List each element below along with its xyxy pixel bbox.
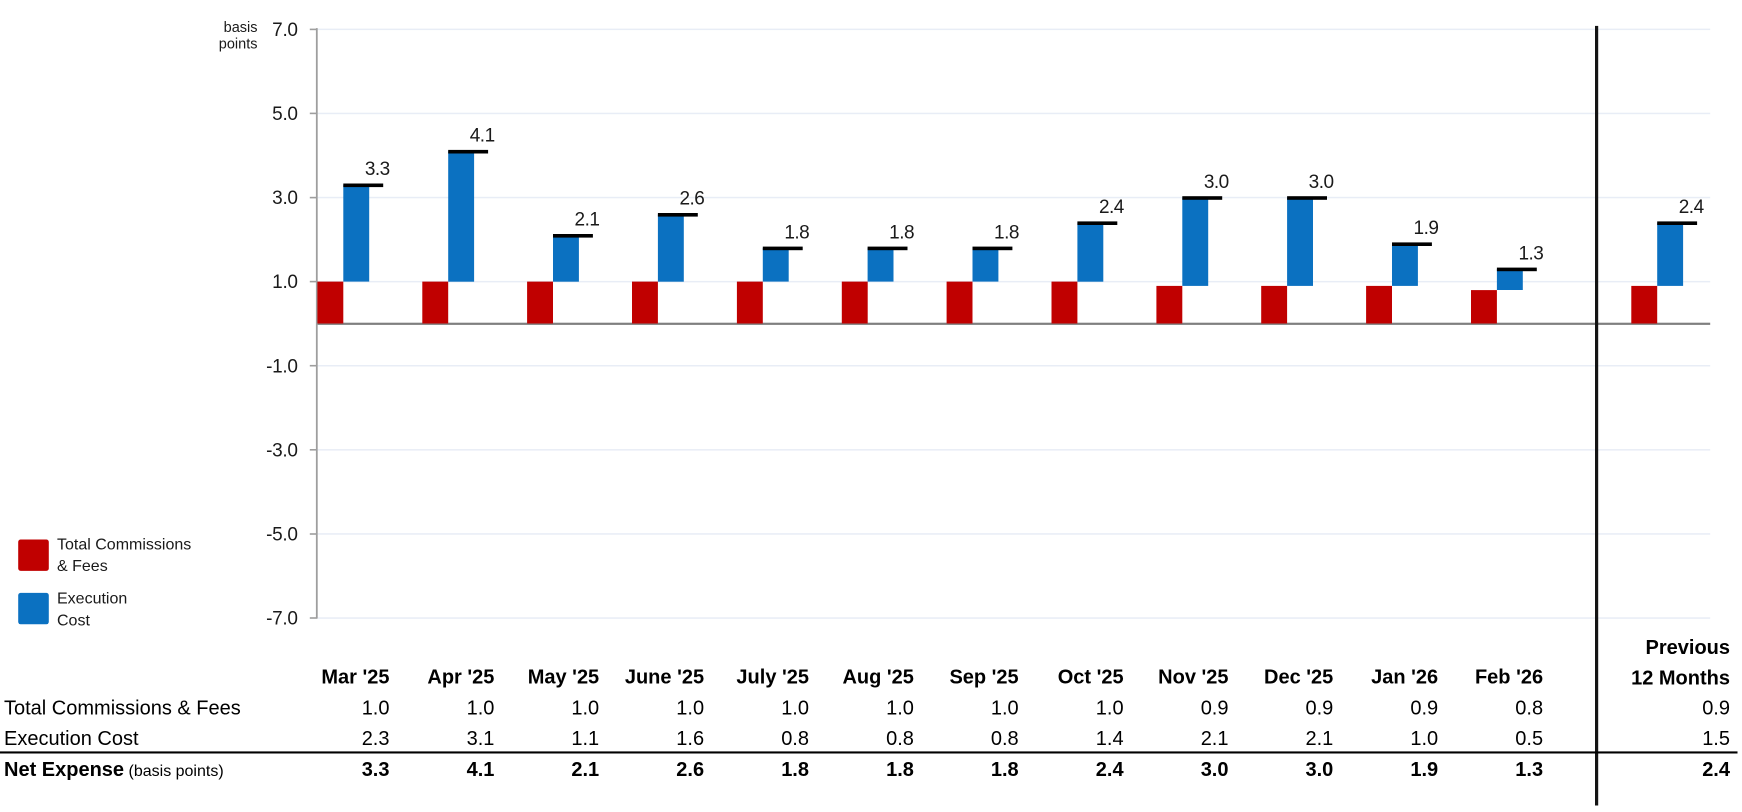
svg-text:1.8: 1.8 xyxy=(991,759,1019,781)
svg-text:Net Expense (basis points): Net Expense (basis points) xyxy=(4,759,224,781)
svg-text:2.1: 2.1 xyxy=(575,210,600,231)
svg-text:Cost: Cost xyxy=(57,613,90,630)
svg-text:1.3: 1.3 xyxy=(1515,759,1543,781)
svg-text:June '25: June '25 xyxy=(625,666,704,688)
svg-text:1.9: 1.9 xyxy=(1414,218,1439,239)
svg-text:Oct '25: Oct '25 xyxy=(1058,666,1124,688)
svg-text:3.0: 3.0 xyxy=(1204,172,1229,193)
svg-text:0.8: 0.8 xyxy=(886,728,914,750)
svg-text:2.1: 2.1 xyxy=(571,759,599,781)
svg-text:Total Commissions & Fees: Total Commissions & Fees xyxy=(4,697,241,719)
svg-text:1.4: 1.4 xyxy=(1096,728,1124,750)
svg-text:1.0: 1.0 xyxy=(676,697,704,719)
svg-text:2.4: 2.4 xyxy=(1702,759,1731,781)
svg-text:1.8: 1.8 xyxy=(886,759,914,781)
svg-text:-7.0: -7.0 xyxy=(266,609,298,630)
svg-text:2.3: 2.3 xyxy=(362,728,390,750)
svg-text:2.1: 2.1 xyxy=(1201,728,1229,750)
svg-text:3.3: 3.3 xyxy=(362,759,390,781)
svg-text:3.1: 3.1 xyxy=(467,728,495,750)
svg-text:1.0: 1.0 xyxy=(1410,728,1438,750)
svg-text:1.8: 1.8 xyxy=(781,759,809,781)
svg-text:1.0: 1.0 xyxy=(1096,697,1124,719)
svg-text:1.0: 1.0 xyxy=(272,272,298,293)
svg-text:1.0: 1.0 xyxy=(467,697,495,719)
svg-text:1.5: 1.5 xyxy=(1702,728,1730,750)
svg-text:2.4: 2.4 xyxy=(1679,197,1705,218)
svg-text:1.8: 1.8 xyxy=(784,222,809,243)
svg-text:0.5: 0.5 xyxy=(1515,728,1543,750)
svg-text:3.0: 3.0 xyxy=(272,188,298,209)
svg-text:1.0: 1.0 xyxy=(781,697,809,719)
svg-text:5.0: 5.0 xyxy=(272,104,298,125)
svg-text:-5.0: -5.0 xyxy=(266,525,298,546)
svg-text:2.4: 2.4 xyxy=(1096,759,1125,781)
svg-text:1.1: 1.1 xyxy=(571,728,599,750)
svg-text:3.0: 3.0 xyxy=(1305,759,1333,781)
svg-text:2.6: 2.6 xyxy=(676,759,704,781)
svg-text:points: points xyxy=(219,37,258,53)
svg-text:Apr '25: Apr '25 xyxy=(427,666,494,688)
svg-text:0.9: 0.9 xyxy=(1305,697,1333,719)
svg-text:3.3: 3.3 xyxy=(365,159,390,180)
svg-text:Dec '25: Dec '25 xyxy=(1264,666,1333,688)
svg-text:Aug '25: Aug '25 xyxy=(842,666,913,688)
svg-text:-1.0: -1.0 xyxy=(266,356,298,377)
svg-text:1.8: 1.8 xyxy=(994,222,1019,243)
svg-text:Mar '25: Mar '25 xyxy=(321,666,389,688)
svg-text:7.0: 7.0 xyxy=(272,20,298,41)
svg-text:1.6: 1.6 xyxy=(676,728,704,750)
svg-text:1.0: 1.0 xyxy=(991,697,1019,719)
svg-text:Jan '26: Jan '26 xyxy=(1371,666,1438,688)
svg-text:0.9: 0.9 xyxy=(1201,697,1229,719)
svg-text:3.0: 3.0 xyxy=(1309,172,1334,193)
svg-text:Total Commissions: Total Commissions xyxy=(57,537,191,554)
svg-text:4.1: 4.1 xyxy=(467,759,495,781)
svg-text:1.8: 1.8 xyxy=(889,222,914,243)
svg-text:1.0: 1.0 xyxy=(362,697,390,719)
svg-text:-3.0: -3.0 xyxy=(266,440,298,461)
svg-text:1.0: 1.0 xyxy=(571,697,599,719)
svg-text:4.1: 4.1 xyxy=(470,126,495,147)
svg-text:1.9: 1.9 xyxy=(1410,759,1438,781)
svg-text:July '25: July '25 xyxy=(736,666,809,688)
svg-text:12 Months: 12 Months xyxy=(1631,668,1730,690)
svg-text:& Fees: & Fees xyxy=(57,558,108,575)
svg-text:1.0: 1.0 xyxy=(886,697,914,719)
svg-text:2.4: 2.4 xyxy=(1099,197,1125,218)
svg-text:Sep '25: Sep '25 xyxy=(949,666,1018,688)
svg-text:Feb '26: Feb '26 xyxy=(1475,666,1543,688)
svg-text:Execution Cost: Execution Cost xyxy=(4,728,139,750)
svg-text:3.0: 3.0 xyxy=(1201,759,1229,781)
svg-text:May '25: May '25 xyxy=(528,666,599,688)
svg-text:0.9: 0.9 xyxy=(1702,697,1730,719)
svg-text:0.8: 0.8 xyxy=(991,728,1019,750)
svg-text:0.8: 0.8 xyxy=(781,728,809,750)
svg-text:Nov '25: Nov '25 xyxy=(1158,666,1228,688)
svg-text:1.3: 1.3 xyxy=(1518,243,1543,264)
svg-text:0.9: 0.9 xyxy=(1410,697,1438,719)
svg-text:Previous: Previous xyxy=(1646,637,1730,659)
svg-text:Execution: Execution xyxy=(57,591,127,608)
svg-text:basis: basis xyxy=(224,20,258,36)
svg-text:0.8: 0.8 xyxy=(1515,697,1543,719)
svg-text:2.1: 2.1 xyxy=(1305,728,1333,750)
svg-text:2.6: 2.6 xyxy=(679,189,704,210)
